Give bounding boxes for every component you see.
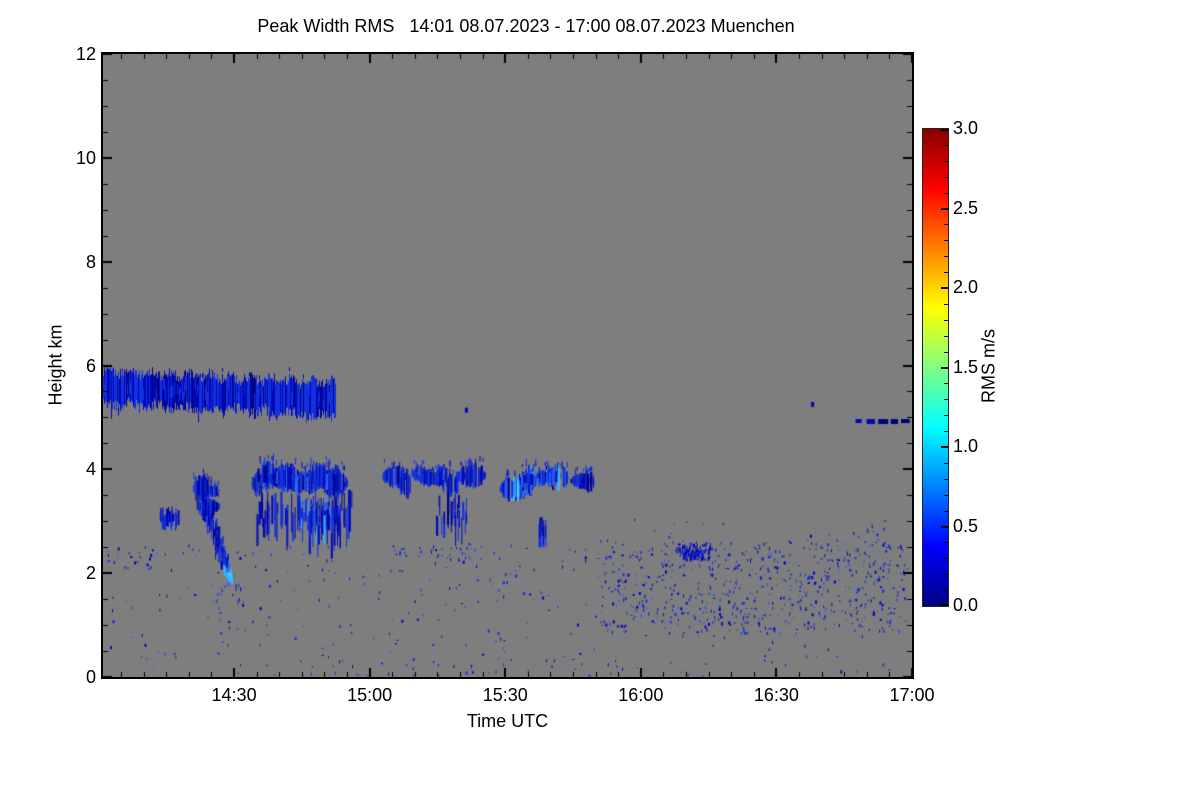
colorbar-major-tick — [941, 446, 948, 448]
colorbar-minor-tick — [944, 256, 948, 258]
colorbar-tick-label: 2.0 — [953, 277, 979, 297]
colorbar-minor-tick — [944, 478, 948, 480]
y-tick-label: 8 — [85, 251, 96, 272]
colorbar-major-tick — [941, 287, 948, 289]
colorbar-minor-tick — [944, 542, 948, 544]
plot-area — [101, 52, 914, 679]
x-axis-title: Time UTC — [466, 711, 549, 731]
y-tick-label: 12 — [75, 44, 96, 64]
colorbar-tick-label: 0.5 — [953, 515, 979, 536]
x-tick-label: 16:30 — [753, 685, 799, 705]
colorbar-tick-label: 2.5 — [953, 197, 979, 218]
colorbar — [922, 128, 949, 607]
colorbar-minor-tick — [944, 176, 948, 178]
y-tick-label: 2 — [85, 563, 96, 584]
colorbar-minor-tick — [944, 462, 948, 464]
colorbar-major-tick — [941, 207, 948, 210]
colorbar-minor-tick — [944, 272, 948, 274]
colorbar-minor-tick — [944, 160, 948, 162]
colorbar-minor-tick — [944, 399, 948, 401]
colorbar-tick-label: 1.0 — [953, 436, 979, 456]
colorbar-tick-label: 0.0 — [953, 595, 979, 615]
colorbar-minor-tick — [944, 192, 948, 194]
x-tick-label: 17:00 — [889, 685, 935, 705]
colorbar-minor-tick — [944, 335, 948, 337]
colorbar-major-tick — [941, 366, 948, 369]
x-tick-label: 15:30 — [482, 685, 528, 705]
colorbar-major-tick — [941, 604, 948, 606]
colorbar-minor-tick — [944, 319, 948, 321]
colorbar-minor-tick — [944, 240, 948, 242]
heatmap-canvas — [103, 54, 912, 677]
y-tick-label: 6 — [85, 355, 96, 376]
colorbar-minor-tick — [944, 494, 948, 496]
colorbar-minor-tick — [944, 224, 948, 226]
colorbar-minor-tick — [944, 510, 948, 512]
colorbar-tick-label: 1.5 — [953, 356, 979, 377]
colorbar-title: RMS m/s — [978, 329, 999, 403]
colorbar-minor-tick — [944, 558, 948, 560]
x-tick-label: 16:00 — [618, 685, 664, 705]
colorbar-minor-tick — [944, 415, 948, 417]
y-tick-label: 10 — [75, 147, 96, 168]
colorbar-minor-tick — [944, 590, 948, 592]
y-tick-label: 4 — [85, 459, 96, 480]
colorbar-minor-tick — [944, 431, 948, 433]
colorbar-major-tick — [941, 129, 948, 131]
x-tick-label: 14:30 — [211, 685, 257, 705]
chart-title: Peak Width RMS 14:01 08.07.2023 - 17:00 … — [257, 16, 795, 36]
y-tick-label: 0 — [85, 667, 96, 687]
colorbar-minor-tick — [944, 144, 948, 146]
x-tick-label: 15:00 — [347, 685, 393, 705]
colorbar-major-tick — [941, 525, 948, 528]
colorbar-minor-tick — [944, 574, 948, 576]
colorbar-minor-tick — [944, 351, 948, 353]
colorbar-tick-label: 3.0 — [953, 118, 979, 138]
colorbar-minor-tick — [944, 383, 948, 385]
colorbar-minor-tick — [944, 303, 948, 305]
